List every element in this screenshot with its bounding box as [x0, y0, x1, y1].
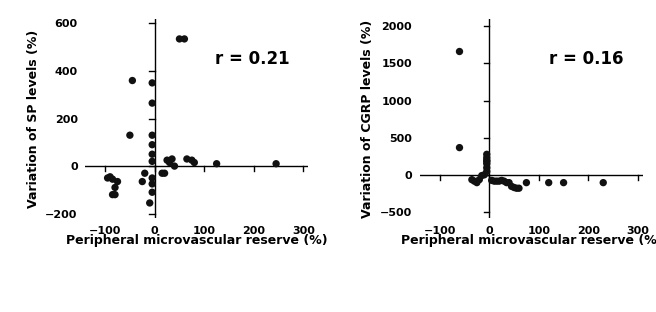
Point [474, 177, 485, 182]
Point [514, 186, 524, 191]
Point [504, 180, 514, 185]
Point [598, 180, 609, 185]
Point [147, 159, 157, 164]
Point [509, 185, 520, 190]
Point [162, 158, 173, 163]
Point [511, 186, 522, 191]
Point [147, 152, 157, 157]
Point [108, 192, 118, 197]
Point [147, 142, 157, 147]
X-axis label: Peripheral microvascular reserve (%): Peripheral microvascular reserve (%) [401, 234, 656, 247]
Point [137, 179, 148, 184]
Point [174, 37, 185, 41]
Point [167, 157, 177, 162]
Y-axis label: Variation of CGRP levels (%): Variation of CGRP levels (%) [361, 19, 375, 218]
Point [147, 175, 157, 180]
Point [482, 155, 492, 160]
Point [164, 160, 174, 165]
Point [112, 179, 123, 184]
Point [482, 159, 492, 164]
Point [499, 179, 509, 184]
Point [466, 177, 477, 182]
Point [482, 152, 492, 157]
Point [489, 179, 499, 184]
Point [506, 184, 517, 189]
Point [501, 180, 512, 185]
Point [558, 180, 569, 185]
Point [147, 80, 157, 85]
Point [157, 171, 167, 176]
Point [521, 180, 531, 185]
Point [125, 133, 135, 138]
Point [179, 37, 190, 41]
Point [487, 178, 497, 183]
Point [491, 179, 502, 184]
Point [482, 158, 492, 163]
Point [469, 179, 480, 184]
Point [476, 173, 487, 178]
Point [454, 49, 464, 54]
Point [482, 169, 492, 174]
Text: r = 0.21: r = 0.21 [215, 50, 289, 68]
Point [479, 172, 489, 177]
Point [271, 161, 281, 166]
Point [211, 161, 222, 166]
Y-axis label: Variation of SP levels (%): Variation of SP levels (%) [27, 29, 40, 208]
Point [102, 175, 113, 180]
Point [497, 178, 507, 183]
Point [110, 185, 120, 190]
Point [108, 177, 118, 182]
Point [182, 157, 192, 162]
Point [147, 133, 157, 138]
Point [147, 182, 157, 187]
X-axis label: Peripheral microvascular reserve (%): Peripheral microvascular reserve (%) [66, 234, 327, 247]
Point [482, 161, 492, 166]
Point [110, 192, 120, 197]
Point [494, 179, 504, 184]
Text: r = 0.16: r = 0.16 [549, 50, 624, 68]
Point [189, 160, 199, 165]
Point [472, 180, 482, 185]
Point [144, 200, 155, 205]
Point [159, 171, 170, 176]
Point [147, 100, 157, 105]
Point [169, 163, 180, 168]
Point [186, 158, 197, 163]
Point [543, 180, 554, 185]
Point [127, 78, 138, 83]
Point [482, 165, 492, 170]
Point [454, 145, 464, 150]
Point [140, 171, 150, 176]
Point [147, 190, 157, 195]
Point [105, 174, 115, 179]
